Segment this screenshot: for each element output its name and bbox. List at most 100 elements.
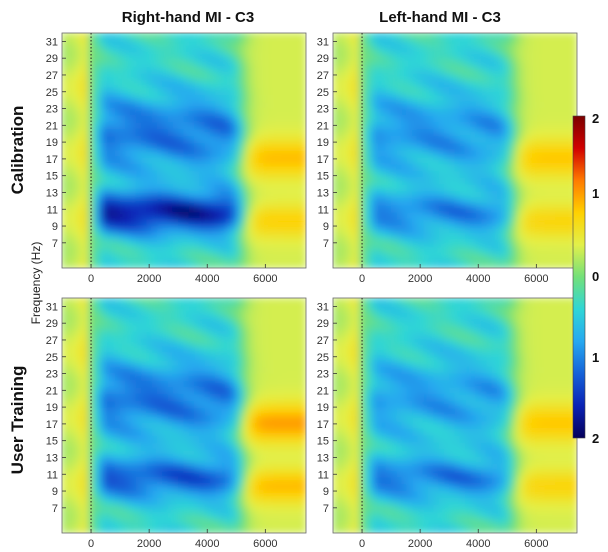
heatmap-cell	[443, 122, 451, 131]
heatmap-cell	[172, 456, 180, 465]
heatmap-cell	[146, 325, 153, 334]
heatmap-cell	[263, 177, 270, 186]
heatmap-cell	[93, 122, 100, 131]
heatmap-cell	[141, 504, 148, 513]
heatmap-cell	[135, 415, 143, 423]
heatmap-cell	[231, 253, 238, 262]
heatmap-cell	[486, 80, 493, 89]
heatmap-cell	[369, 212, 376, 221]
heatmap-cell	[82, 39, 90, 48]
heatmap-cell	[507, 101, 514, 110]
heatmap-cell	[491, 87, 498, 96]
heatmap-cell	[194, 33, 201, 41]
heatmap-cell	[443, 184, 451, 193]
heatmap-cell	[443, 136, 451, 145]
heatmap-cell	[278, 428, 286, 437]
heatmap-cell	[225, 511, 233, 520]
heatmap-cell	[465, 239, 472, 248]
heatmap-cell	[333, 156, 339, 165]
heatmap-cell	[77, 525, 84, 533]
y-tick-label: 29	[46, 53, 58, 65]
heatmap-cell	[220, 143, 227, 151]
heatmap-cell	[241, 184, 249, 193]
heatmap-cell	[141, 470, 148, 479]
heatmap-cell	[178, 73, 185, 82]
heatmap-cell	[348, 80, 355, 89]
heatmap-cell	[93, 115, 100, 124]
heatmap-cell	[396, 46, 403, 55]
heatmap-cell	[422, 198, 429, 207]
heatmap-cell	[210, 246, 217, 255]
heatmap-cell	[252, 239, 259, 248]
heatmap-cell	[156, 484, 164, 493]
heatmap-cell	[438, 33, 445, 41]
heatmap-cell	[565, 87, 573, 96]
heatmap-cell	[417, 184, 424, 193]
heatmap-cell	[534, 205, 541, 214]
heatmap-cell	[146, 184, 153, 193]
heatmap-cell	[88, 332, 95, 340]
heatmap-cell	[374, 136, 382, 145]
heatmap-cell	[77, 246, 84, 255]
heatmap-cell	[199, 415, 206, 423]
heatmap-cell	[109, 191, 116, 200]
heatmap-cell	[449, 219, 456, 228]
heatmap-cell	[156, 73, 164, 82]
heatmap-cell	[257, 80, 265, 89]
heatmap-cell	[268, 33, 275, 41]
heatmap-cell	[300, 304, 306, 313]
heatmap-cell	[427, 94, 435, 103]
heatmap-cell	[273, 232, 280, 241]
heatmap-cell	[151, 239, 158, 248]
heatmap-cell	[225, 408, 233, 416]
heatmap-cell	[172, 380, 180, 389]
heatmap-cell	[353, 401, 361, 410]
heatmap-cell	[109, 115, 116, 124]
heatmap-cell	[555, 156, 562, 165]
heatmap-cell	[333, 338, 339, 347]
heatmap-cell	[273, 33, 280, 41]
heatmap-cell	[465, 39, 472, 48]
heatmap-cell	[459, 246, 467, 255]
heatmap-cell	[220, 456, 227, 465]
heatmap-cell	[544, 53, 551, 62]
x-tick-label: 2000	[137, 538, 161, 550]
heatmap-cell	[278, 373, 286, 382]
heatmap-cell	[534, 60, 541, 69]
heatmap-cell	[130, 205, 137, 214]
heatmap-cell	[353, 380, 361, 389]
heatmap-cell	[225, 318, 233, 327]
heatmap-cell	[496, 219, 504, 228]
heatmap-cell	[284, 246, 291, 255]
heatmap-cell	[194, 239, 201, 248]
heatmap-cell	[486, 94, 493, 103]
heatmap-cell	[109, 260, 116, 268]
heatmap-cell	[268, 143, 275, 151]
heatmap-cell	[183, 525, 190, 533]
heatmap-cell	[135, 198, 143, 207]
heatmap-cell	[348, 232, 355, 241]
heatmap-cell	[215, 39, 222, 48]
heatmap-cell	[422, 239, 429, 248]
heatmap-cell	[380, 39, 387, 48]
heatmap-cell	[348, 421, 355, 430]
heatmap-cell	[162, 219, 169, 228]
heatmap-cell	[236, 421, 243, 430]
heatmap-cell	[263, 205, 270, 214]
heatmap-cell	[343, 421, 350, 430]
heatmap-cell	[194, 491, 201, 499]
heatmap-cell	[353, 87, 361, 96]
heatmap-cell	[549, 212, 557, 221]
heatmap-cell	[252, 470, 259, 479]
heatmap-cell	[162, 359, 169, 368]
heatmap-cell	[486, 170, 493, 179]
heatmap-cell	[337, 53, 345, 62]
heatmap-cell	[475, 184, 483, 193]
heatmap-cell	[183, 94, 190, 103]
heatmap-cell	[284, 387, 291, 396]
heatmap-cell	[199, 332, 206, 340]
heatmap-cell	[247, 373, 254, 382]
heatmap-cell	[470, 143, 477, 151]
heatmap-cell	[66, 232, 74, 241]
heatmap-cell	[406, 39, 414, 48]
